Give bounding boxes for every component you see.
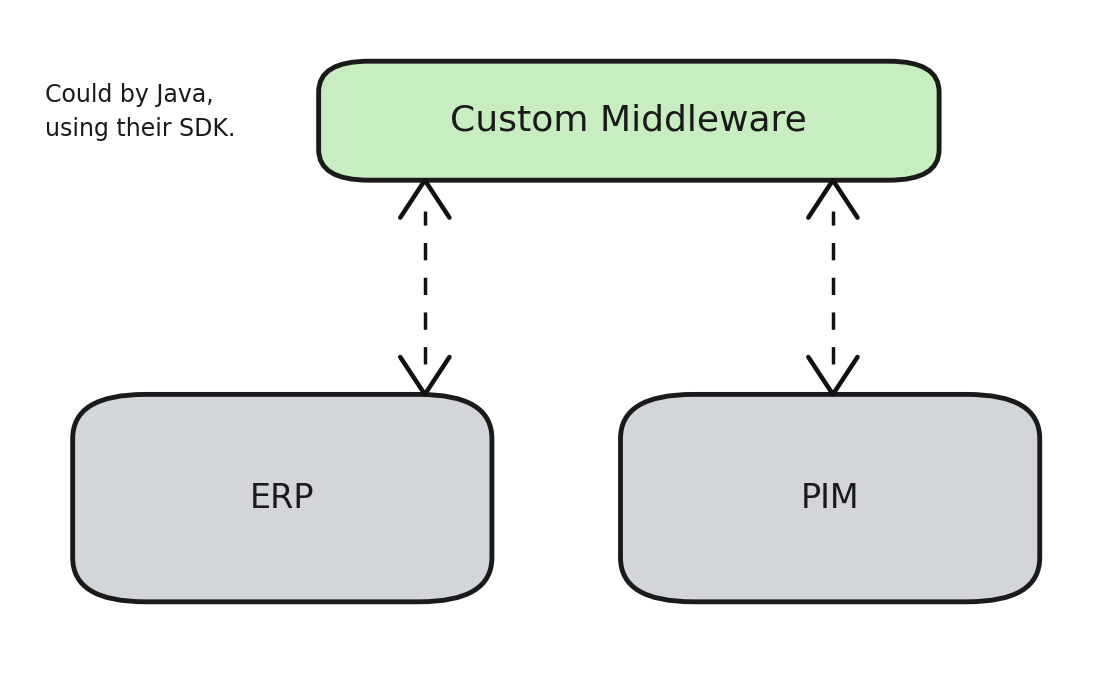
FancyBboxPatch shape xyxy=(73,394,492,602)
FancyBboxPatch shape xyxy=(620,394,1040,602)
Text: PIM: PIM xyxy=(800,481,860,515)
FancyBboxPatch shape xyxy=(319,61,939,180)
Text: ERP: ERP xyxy=(250,481,314,515)
Text: Could by Java,
using their SDK.: Could by Java, using their SDK. xyxy=(45,84,235,141)
Text: Custom Middleware: Custom Middleware xyxy=(451,104,807,138)
